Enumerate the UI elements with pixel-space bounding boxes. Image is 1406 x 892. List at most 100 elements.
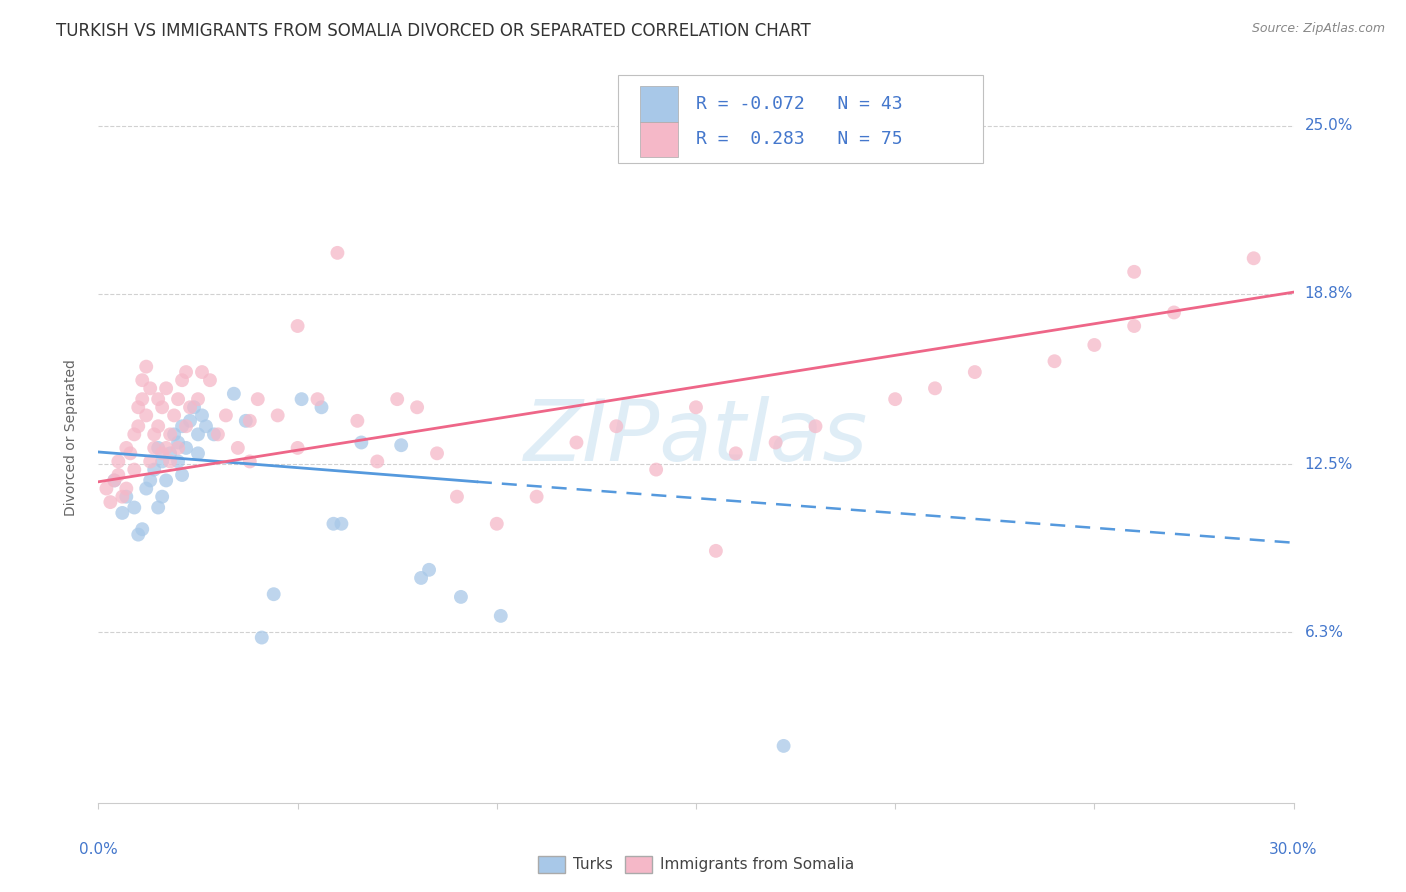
Point bbox=[346, 414, 368, 428]
Point bbox=[179, 401, 201, 415]
Point bbox=[135, 409, 157, 423]
Point bbox=[685, 401, 707, 415]
Point bbox=[191, 409, 214, 423]
Point bbox=[724, 446, 747, 460]
Point bbox=[605, 419, 627, 434]
Point bbox=[174, 365, 197, 379]
Point bbox=[135, 482, 157, 496]
Point bbox=[1123, 318, 1146, 333]
Point bbox=[187, 392, 209, 406]
Point bbox=[174, 419, 197, 434]
Point bbox=[215, 409, 238, 423]
Point bbox=[267, 409, 290, 423]
FancyBboxPatch shape bbox=[640, 121, 678, 157]
Point bbox=[159, 454, 181, 468]
Point bbox=[124, 462, 146, 476]
Text: ZIPatlas: ZIPatlas bbox=[524, 395, 868, 479]
Point bbox=[131, 392, 153, 406]
Text: R = -0.072   N = 43: R = -0.072 N = 43 bbox=[696, 95, 903, 113]
Point bbox=[167, 454, 190, 468]
Point bbox=[411, 571, 433, 585]
Point bbox=[103, 474, 125, 488]
Point bbox=[98, 495, 122, 509]
Point bbox=[772, 739, 794, 753]
Point bbox=[155, 474, 177, 488]
Point bbox=[287, 318, 309, 333]
Point bbox=[446, 490, 468, 504]
Point bbox=[148, 441, 170, 455]
Point bbox=[150, 454, 173, 468]
FancyBboxPatch shape bbox=[640, 87, 678, 121]
Point bbox=[290, 392, 312, 406]
Point bbox=[167, 441, 190, 455]
Point bbox=[124, 427, 146, 442]
Point bbox=[489, 608, 512, 623]
Point bbox=[107, 468, 129, 483]
Point bbox=[163, 409, 186, 423]
Point bbox=[207, 427, 229, 442]
Point bbox=[148, 500, 170, 515]
Point bbox=[1163, 305, 1185, 319]
Point bbox=[704, 544, 727, 558]
Point bbox=[111, 506, 134, 520]
Point bbox=[172, 373, 194, 387]
Point bbox=[159, 427, 181, 442]
Text: Source: ZipAtlas.com: Source: ZipAtlas.com bbox=[1251, 22, 1385, 36]
Point bbox=[963, 365, 986, 379]
Point bbox=[124, 500, 146, 515]
Point bbox=[120, 446, 142, 460]
Point bbox=[385, 392, 409, 406]
Point bbox=[1243, 252, 1265, 266]
Point bbox=[155, 441, 177, 455]
Point bbox=[239, 414, 262, 428]
Point bbox=[167, 392, 190, 406]
Point bbox=[250, 631, 273, 645]
Point bbox=[485, 516, 508, 531]
Point bbox=[222, 386, 245, 401]
Point bbox=[115, 441, 138, 455]
FancyBboxPatch shape bbox=[619, 75, 983, 162]
Point bbox=[263, 587, 285, 601]
Point bbox=[565, 435, 588, 450]
Point bbox=[1123, 265, 1146, 279]
Point bbox=[350, 435, 373, 450]
Point bbox=[366, 454, 388, 468]
Text: 30.0%: 30.0% bbox=[1270, 842, 1317, 856]
Point bbox=[418, 563, 440, 577]
Text: 12.5%: 12.5% bbox=[1305, 457, 1353, 472]
Point bbox=[143, 427, 166, 442]
Point bbox=[103, 474, 125, 488]
Point bbox=[155, 381, 177, 395]
Point bbox=[111, 490, 134, 504]
Point bbox=[246, 392, 269, 406]
Legend: Turks, Immigrants from Somalia: Turks, Immigrants from Somalia bbox=[531, 849, 860, 880]
Point bbox=[406, 401, 429, 415]
Point bbox=[426, 446, 449, 460]
Point bbox=[139, 381, 162, 395]
Point bbox=[202, 427, 225, 442]
Point bbox=[131, 373, 153, 387]
Point bbox=[139, 454, 162, 468]
Point bbox=[1043, 354, 1066, 368]
Text: 18.8%: 18.8% bbox=[1305, 286, 1353, 301]
Point bbox=[287, 441, 309, 455]
Point bbox=[127, 527, 149, 541]
Point bbox=[804, 419, 827, 434]
Point bbox=[131, 522, 153, 536]
Point bbox=[172, 468, 194, 483]
Text: 25.0%: 25.0% bbox=[1305, 118, 1353, 133]
Point bbox=[167, 435, 190, 450]
Point bbox=[163, 427, 186, 442]
Point bbox=[330, 516, 353, 531]
Point bbox=[194, 419, 218, 434]
Point bbox=[143, 441, 166, 455]
Point bbox=[172, 419, 194, 434]
Point bbox=[179, 414, 201, 428]
Point bbox=[924, 381, 946, 395]
Text: 6.3%: 6.3% bbox=[1305, 624, 1344, 640]
Point bbox=[148, 392, 170, 406]
Point bbox=[127, 419, 149, 434]
Point bbox=[326, 245, 349, 260]
Point bbox=[526, 490, 548, 504]
Point bbox=[115, 482, 138, 496]
